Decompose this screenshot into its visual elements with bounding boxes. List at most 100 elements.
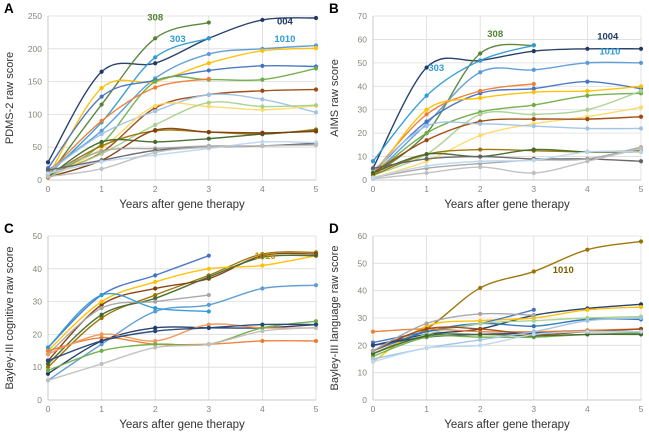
series-marker-s15 [153,128,158,133]
series-marker-s10 [260,97,265,102]
series-marker-s11 [260,107,265,112]
series-line-s8 [372,92,642,177]
series-line-s5 [47,254,317,365]
series-marker-s1 [206,253,211,258]
series-marker-s14 [478,311,483,316]
series-line-303 [372,44,535,162]
series-marker-s11 [153,103,158,108]
series-line-s13 [47,327,317,382]
y-tick-label: 30 [33,297,43,307]
series-marker-s13 [99,361,104,367]
series-marker-s5 [260,255,265,260]
series-marker-s18 [45,171,51,176]
panel-B: B 0 10 20 30 40 50 60 70 0 1 2 3 4 5 Years after gene … [325,0,649,220]
series-line-s7 [47,284,317,382]
series-marker-s12 [313,319,319,324]
series-marker-s14 [45,358,51,363]
panel-b-chart: 0 10 20 30 40 50 60 70 0 1 2 3 4 5 Years after gene th… [329,11,644,211]
series-line-s9 [372,90,642,177]
series-line-1010 [372,61,642,177]
series-marker-s5 [99,312,104,317]
series-marker-1010 [260,263,265,268]
series-marker-s7 [153,79,158,84]
series-marker-s5 [313,46,319,51]
y-tick-label: 200 [28,44,42,54]
series-marker-1010 [638,239,644,244]
series-marker-004 [45,160,51,165]
x-tick-label: 2 [478,184,483,194]
series-marker-s19 [206,145,211,150]
series-marker-s10 [99,335,104,340]
panel-letter-c: C [4,221,15,236]
series-marker-1010 [478,285,483,291]
series-marker-s8 [45,345,51,350]
series-marker-s11 [585,116,590,122]
series-marker-s6 [260,63,265,68]
y-tick-label: 30 [358,105,368,115]
series-marker-s5 [531,86,536,91]
series-marker-s12 [45,368,51,373]
y-tick-label: 50 [358,258,368,268]
series-marker-s14 [153,329,158,334]
series-marker-s7 [313,66,319,71]
series-line-s14 [47,323,317,362]
series-marker-s14 [531,147,536,152]
x-tick-label: 2 [478,404,483,414]
y-tick-label: 50 [33,231,43,241]
series-marker-s8 [424,131,429,136]
series-line-s11 [372,333,642,355]
series-marker-1010 [531,269,536,274]
x-tick-label: 4 [585,184,590,194]
y-tick-label: 50 [358,58,368,68]
series-marker-s6 [99,306,104,311]
series-marker-s13 [260,329,265,334]
series-marker-s7 [424,107,429,112]
series-marker-s9 [99,118,104,124]
series-marker-s19 [153,150,158,155]
series-line-s5 [372,80,642,174]
series-marker-s8 [99,292,104,298]
x-tick-label: 2 [153,184,158,194]
y-tick-label: 60 [358,231,368,241]
series-marker-1010 [531,67,536,72]
series-marker-s18 [585,149,590,154]
series-marker-1004 [638,46,644,51]
series-line-s1 [47,254,210,349]
series-marker-s15 [313,129,319,134]
series-marker-s9 [206,76,211,82]
series-marker-s6 [531,318,536,323]
series-line-s12 [47,101,317,178]
series-marker-s5 [206,274,211,280]
panel-d-chart: 0 10 20 30 40 50 60 0 1 2 3 4 5 Years after gene ther… [329,231,644,431]
series-marker-s12 [638,315,644,321]
series-marker-s13 [531,332,536,337]
series-marker-s12 [478,121,483,126]
series-marker-s13 [478,147,483,152]
series-marker-s10 [478,133,483,138]
series-marker-s13 [99,143,104,148]
series-marker-s7 [260,286,265,291]
series-line-1010 [47,44,317,171]
series-marker-s19 [260,143,265,148]
series-marker-s10 [153,109,158,114]
series-marker-s7 [260,77,265,82]
series-marker-s9 [478,112,483,117]
y-tick-label: 20 [358,340,368,350]
series-marker-s13 [585,329,590,334]
series-label-1010: 1010 [274,34,295,45]
series-marker-s10 [260,338,265,344]
series-line-s18 [372,150,642,179]
series-marker-s19 [313,143,319,148]
x-tick-label: 3 [206,404,211,414]
series-marker-s5 [424,119,429,124]
panel-C: C 0 10 20 30 40 50 0 1 2 3 4 5 Years after gene ther… [0,220,325,440]
series-marker-303 [370,159,376,164]
series-marker-1004 [424,65,429,70]
series-line-s14 [372,312,535,352]
series-marker-s12 [313,103,319,108]
x-tick-label: 2 [153,404,158,414]
x-axis-title: Years after gene therapy [119,199,245,211]
series-marker-s12 [153,342,158,347]
series-marker-s17 [424,170,429,176]
series-label-1010: 1010 [553,265,574,276]
